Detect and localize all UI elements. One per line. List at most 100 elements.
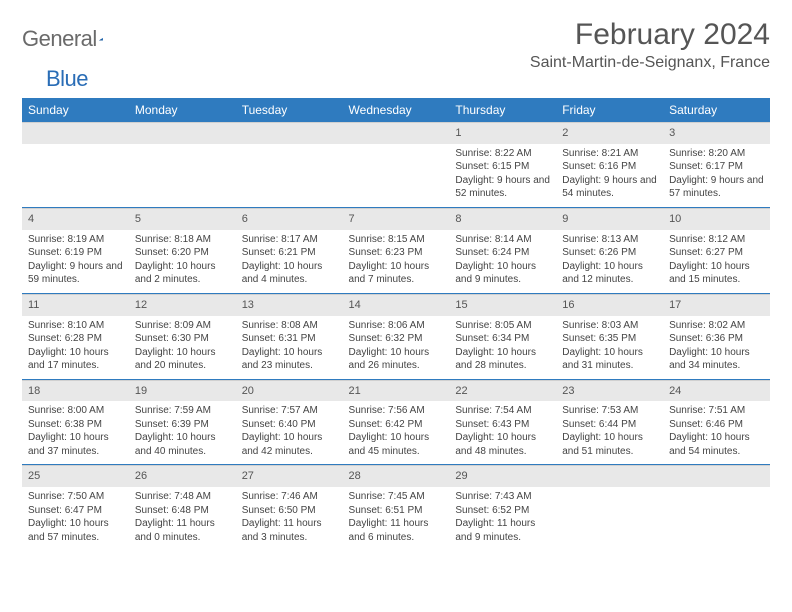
sunrise-text: Sunrise: 8:20 AM <box>669 147 764 161</box>
sunrise-text: Sunrise: 7:56 AM <box>349 404 444 418</box>
sunrise-text: Sunrise: 8:08 AM <box>242 319 337 333</box>
sunrise-text: Sunrise: 7:48 AM <box>135 490 230 504</box>
daylight-text: Daylight: 10 hours and 42 minutes. <box>242 431 337 458</box>
sunset-text: Sunset: 6:24 PM <box>455 246 550 260</box>
sunset-text: Sunset: 6:39 PM <box>135 418 230 432</box>
sunset-text: Sunset: 6:31 PM <box>242 332 337 346</box>
day-number: 12 <box>129 294 236 316</box>
daylight-text: Daylight: 10 hours and 15 minutes. <box>669 260 764 287</box>
sunset-text: Sunset: 6:48 PM <box>135 504 230 518</box>
daylight-text: Daylight: 10 hours and 17 minutes. <box>28 346 123 373</box>
day-number <box>129 122 236 144</box>
weekday-header: Saturday <box>663 98 770 122</box>
sunrise-text: Sunrise: 8:05 AM <box>455 319 550 333</box>
sunrise-text: Sunrise: 8:03 AM <box>562 319 657 333</box>
sunset-text: Sunset: 6:36 PM <box>669 332 764 346</box>
sunset-text: Sunset: 6:32 PM <box>349 332 444 346</box>
day-number: 7 <box>343 208 450 230</box>
daylight-text: Daylight: 10 hours and 26 minutes. <box>349 346 444 373</box>
day-number: 11 <box>22 294 129 316</box>
calendar-day-cell: 17Sunrise: 8:02 AMSunset: 6:36 PMDayligh… <box>663 293 770 379</box>
sunset-text: Sunset: 6:27 PM <box>669 246 764 260</box>
day-number: 1 <box>449 122 556 144</box>
sunrise-text: Sunrise: 8:13 AM <box>562 233 657 247</box>
calendar-day-cell: 6Sunrise: 8:17 AMSunset: 6:21 PMDaylight… <box>236 207 343 293</box>
daylight-text: Daylight: 10 hours and 57 minutes. <box>28 517 123 544</box>
daylight-text: Daylight: 10 hours and 9 minutes. <box>455 260 550 287</box>
day-body: Sunrise: 7:59 AMSunset: 6:39 PMDaylight:… <box>129 401 236 464</box>
sunrise-text: Sunrise: 8:09 AM <box>135 319 230 333</box>
day-body: Sunrise: 7:54 AMSunset: 6:43 PMDaylight:… <box>449 401 556 464</box>
day-body: Sunrise: 8:22 AMSunset: 6:15 PMDaylight:… <box>449 144 556 207</box>
weekday-header: Tuesday <box>236 98 343 122</box>
day-body <box>22 144 129 198</box>
calendar-day-cell: 13Sunrise: 8:08 AMSunset: 6:31 PMDayligh… <box>236 293 343 379</box>
sunset-text: Sunset: 6:19 PM <box>28 246 123 260</box>
logo-text-blue: Blue <box>22 66 88 92</box>
calendar-body: 1Sunrise: 8:22 AMSunset: 6:15 PMDaylight… <box>22 122 770 550</box>
day-number: 9 <box>556 208 663 230</box>
sunrise-text: Sunrise: 7:57 AM <box>242 404 337 418</box>
day-body: Sunrise: 8:10 AMSunset: 6:28 PMDaylight:… <box>22 316 129 379</box>
day-number: 2 <box>556 122 663 144</box>
weekday-header-row: Sunday Monday Tuesday Wednesday Thursday… <box>22 98 770 122</box>
weekday-header: Monday <box>129 98 236 122</box>
sunset-text: Sunset: 6:21 PM <box>242 246 337 260</box>
daylight-text: Daylight: 10 hours and 2 minutes. <box>135 260 230 287</box>
day-body <box>663 487 770 541</box>
sunrise-text: Sunrise: 8:17 AM <box>242 233 337 247</box>
calendar-day-cell: 9Sunrise: 8:13 AMSunset: 6:26 PMDaylight… <box>556 207 663 293</box>
calendar-day-cell: 3Sunrise: 8:20 AMSunset: 6:17 PMDaylight… <box>663 122 770 207</box>
day-body: Sunrise: 8:06 AMSunset: 6:32 PMDaylight:… <box>343 316 450 379</box>
day-body: Sunrise: 7:56 AMSunset: 6:42 PMDaylight:… <box>343 401 450 464</box>
day-number: 26 <box>129 465 236 487</box>
day-number: 28 <box>343 465 450 487</box>
sunrise-text: Sunrise: 7:45 AM <box>349 490 444 504</box>
weekday-header: Friday <box>556 98 663 122</box>
day-number: 18 <box>22 380 129 402</box>
calendar-day-cell: 19Sunrise: 7:59 AMSunset: 6:39 PMDayligh… <box>129 379 236 465</box>
daylight-text: Daylight: 10 hours and 48 minutes. <box>455 431 550 458</box>
sunrise-text: Sunrise: 7:50 AM <box>28 490 123 504</box>
sunset-text: Sunset: 6:38 PM <box>28 418 123 432</box>
day-body: Sunrise: 8:13 AMSunset: 6:26 PMDaylight:… <box>556 230 663 293</box>
day-body: Sunrise: 7:57 AMSunset: 6:40 PMDaylight:… <box>236 401 343 464</box>
day-number: 20 <box>236 380 343 402</box>
sunrise-text: Sunrise: 7:53 AM <box>562 404 657 418</box>
day-body: Sunrise: 8:00 AMSunset: 6:38 PMDaylight:… <box>22 401 129 464</box>
sunset-text: Sunset: 6:50 PM <box>242 504 337 518</box>
day-body: Sunrise: 8:12 AMSunset: 6:27 PMDaylight:… <box>663 230 770 293</box>
sunset-text: Sunset: 6:17 PM <box>669 160 764 174</box>
calendar-day-cell: 14Sunrise: 8:06 AMSunset: 6:32 PMDayligh… <box>343 293 450 379</box>
day-number: 3 <box>663 122 770 144</box>
daylight-text: Daylight: 10 hours and 54 minutes. <box>669 431 764 458</box>
sunset-text: Sunset: 6:47 PM <box>28 504 123 518</box>
day-body: Sunrise: 8:15 AMSunset: 6:23 PMDaylight:… <box>343 230 450 293</box>
day-number: 10 <box>663 208 770 230</box>
calendar-day-cell <box>663 465 770 550</box>
day-number: 14 <box>343 294 450 316</box>
calendar-day-cell <box>129 122 236 207</box>
calendar-day-cell: 2Sunrise: 8:21 AMSunset: 6:16 PMDaylight… <box>556 122 663 207</box>
sunrise-text: Sunrise: 8:12 AM <box>669 233 764 247</box>
day-number: 19 <box>129 380 236 402</box>
daylight-text: Daylight: 9 hours and 52 minutes. <box>455 174 550 201</box>
day-number: 21 <box>343 380 450 402</box>
calendar-day-cell: 8Sunrise: 8:14 AMSunset: 6:24 PMDaylight… <box>449 207 556 293</box>
day-body: Sunrise: 8:08 AMSunset: 6:31 PMDaylight:… <box>236 316 343 379</box>
calendar-table: Sunday Monday Tuesday Wednesday Thursday… <box>22 98 770 550</box>
calendar-week-row: 4Sunrise: 8:19 AMSunset: 6:19 PMDaylight… <box>22 207 770 293</box>
daylight-text: Daylight: 10 hours and 51 minutes. <box>562 431 657 458</box>
sunrise-text: Sunrise: 8:19 AM <box>28 233 123 247</box>
calendar-day-cell: 7Sunrise: 8:15 AMSunset: 6:23 PMDaylight… <box>343 207 450 293</box>
sunset-text: Sunset: 6:40 PM <box>242 418 337 432</box>
daylight-text: Daylight: 10 hours and 28 minutes. <box>455 346 550 373</box>
weekday-header: Wednesday <box>343 98 450 122</box>
daylight-text: Daylight: 9 hours and 59 minutes. <box>28 260 123 287</box>
calendar-day-cell: 4Sunrise: 8:19 AMSunset: 6:19 PMDaylight… <box>22 207 129 293</box>
day-number <box>236 122 343 144</box>
calendar-day-cell: 27Sunrise: 7:46 AMSunset: 6:50 PMDayligh… <box>236 465 343 550</box>
daylight-text: Daylight: 10 hours and 45 minutes. <box>349 431 444 458</box>
calendar-day-cell: 1Sunrise: 8:22 AMSunset: 6:15 PMDaylight… <box>449 122 556 207</box>
calendar-week-row: 1Sunrise: 8:22 AMSunset: 6:15 PMDaylight… <box>22 122 770 207</box>
